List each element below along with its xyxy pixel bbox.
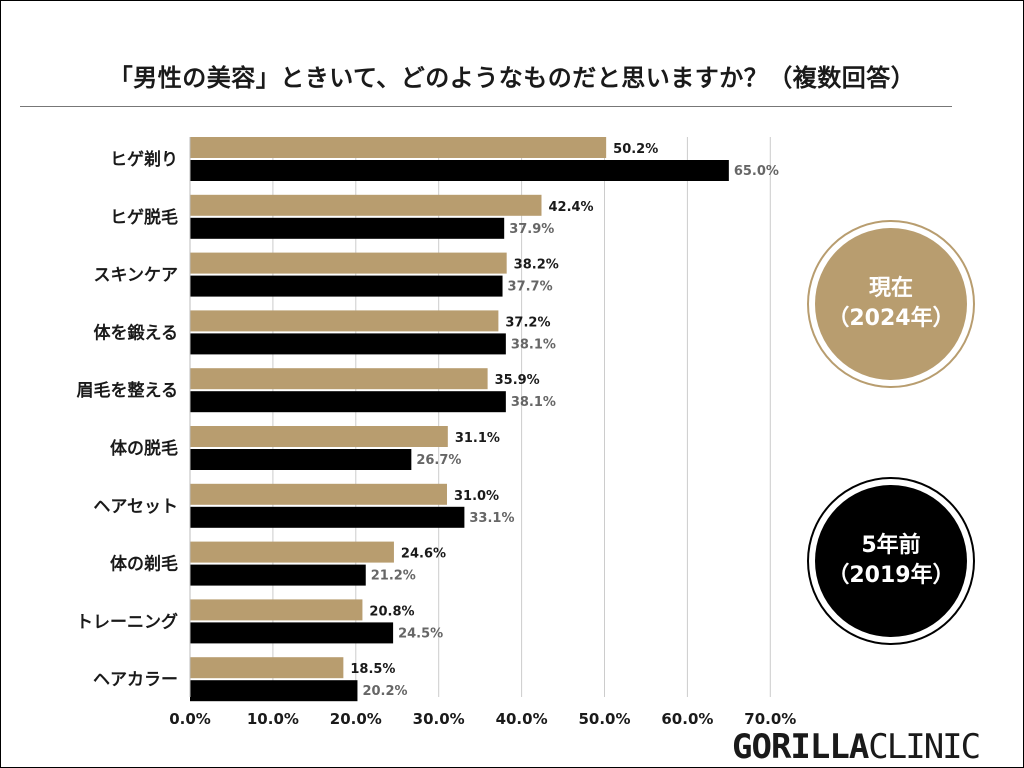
x-tick-label-5: 50.0% [578, 710, 630, 728]
category-label-1: ヒゲ脱毛 [110, 207, 178, 228]
category-label-0: ヒゲ剃り [110, 149, 178, 170]
category-label-5: 体の脱毛 [110, 438, 178, 459]
x-tick-label-6: 60.0% [661, 710, 713, 728]
x-tick-label-7: 70.0% [744, 710, 796, 728]
legend-badge-2019-line1: 5年前 [861, 533, 921, 558]
data-label-2019-5: 26.7% [416, 453, 461, 468]
logo-light-text: CLINIC [868, 727, 981, 767]
bar-2019-0 [190, 160, 729, 181]
category-label-9: ヘアカラー [93, 670, 178, 690]
legend-badge-2019: 5年前 （2019年） [807, 477, 975, 645]
data-label-2019-9: 20.2% [362, 684, 407, 699]
bar-2024-7 [190, 541, 394, 563]
category-label-2: スキンケア [94, 266, 179, 286]
bar-2019-3 [190, 333, 506, 355]
x-tick-label-2: 20.0% [330, 710, 382, 728]
data-label-2019-8: 24.5% [398, 626, 443, 641]
bar-2024-0 [190, 137, 607, 158]
data-label-2024-8: 20.8% [369, 604, 414, 619]
bar-2024-1 [190, 194, 542, 216]
bar-2024-4 [190, 368, 488, 390]
data-label-2024-2: 38.2% [514, 258, 559, 273]
gorilla-clinic-logo: GORILLACLINIC [732, 727, 981, 767]
data-label-2024-3: 37.2% [505, 315, 550, 330]
data-label-2024-1: 42.4% [548, 200, 593, 215]
bar-2019-7 [190, 564, 366, 586]
legend-badge-2024: 現在 （2024年） [807, 220, 975, 388]
x-tick-label-1: 10.0% [247, 710, 299, 728]
category-label-8: トレーニング [76, 611, 178, 632]
x-tick-label-4: 40.0% [496, 710, 548, 728]
bar-2024-3 [190, 310, 499, 332]
data-label-2024-5: 31.1% [455, 431, 500, 446]
bar-2019-9 [190, 680, 358, 702]
bar-2024-8 [190, 599, 363, 621]
data-label-2019-4: 38.1% [511, 395, 556, 410]
bar-2019-2 [190, 275, 503, 297]
bar-2024-2 [190, 252, 507, 274]
title-divider [20, 106, 952, 107]
bar-2024-6 [190, 483, 447, 505]
category-label-4: 眉毛を整える [77, 380, 179, 401]
data-label-2019-6: 33.1% [469, 511, 514, 526]
bar-2024-9 [190, 657, 344, 679]
bar-2024-5 [190, 426, 448, 447]
data-label-2019-3: 38.1% [511, 337, 556, 352]
chart-title: 「男性の美容」ときいて、どのようなものだと思いますか？（複数回答） [108, 64, 916, 92]
bar-2019-6 [190, 506, 465, 528]
bar-2019-8 [190, 622, 394, 644]
legend-badge-2019-line2: （2019年） [827, 563, 955, 588]
data-label-2024-0: 50.2% [613, 142, 658, 157]
bar-2019-1 [190, 217, 505, 239]
category-label-3: 体を鍛える [94, 322, 179, 343]
category-label-6: ヘアセット [93, 497, 178, 517]
bar-2019-5 [190, 449, 412, 470]
data-label-2019-7: 21.2% [371, 569, 416, 584]
bar-2019-4 [190, 391, 506, 413]
data-label-2024-9: 18.5% [350, 662, 395, 677]
data-label-2024-4: 35.9% [495, 373, 540, 388]
data-label-2024-7: 24.6% [401, 547, 446, 562]
legend-badge-2024-line1: 現在 [868, 276, 913, 301]
data-label-2019-0: 65.0% [734, 164, 779, 179]
data-label-2019-1: 37.9% [509, 222, 554, 237]
category-label-7: 体の剃毛 [110, 554, 178, 575]
data-label-2019-2: 37.7% [508, 280, 553, 295]
logo-bold-text: GORILLA [732, 727, 869, 767]
legend-badge-2024-line2: （2024年） [827, 306, 955, 331]
x-tick-label-3: 30.0% [413, 710, 465, 728]
data-label-2024-6: 31.0% [454, 489, 499, 504]
x-tick-label-0: 0.0% [169, 710, 211, 728]
